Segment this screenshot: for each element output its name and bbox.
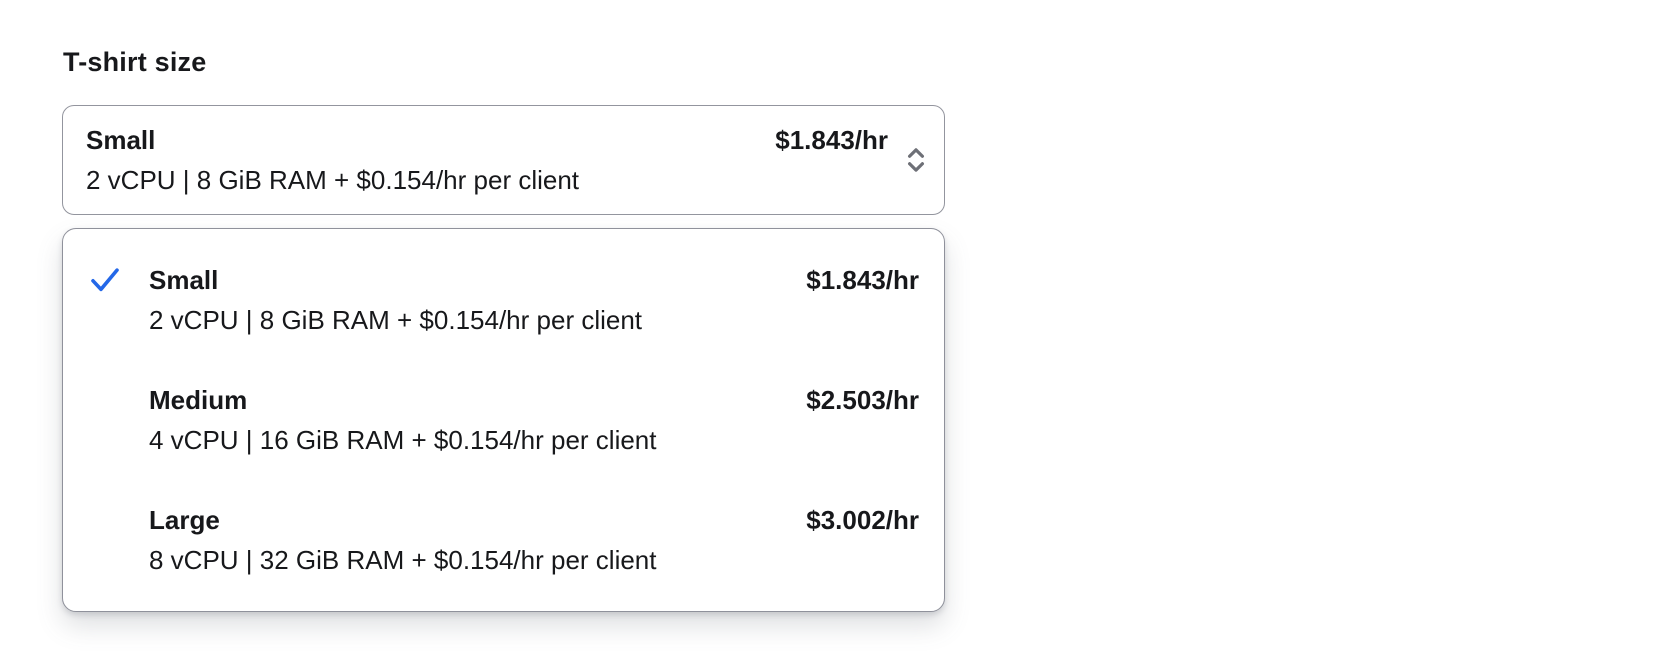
check-icon	[87, 260, 149, 300]
tshirt-size-select[interactable]: Small $1.843/hr 2 vCPU | 8 GiB RAM + $0.…	[62, 105, 945, 215]
option-specs: 4 vCPU | 16 GiB RAM + $0.154/hr per clie…	[149, 425, 657, 455]
select-value-name: Small	[86, 125, 156, 155]
option-price: $3.002/hr	[806, 505, 919, 535]
tshirt-size-dropdown-menu: Small $1.843/hr 2 vCPU | 8 GiB RAM + $0.…	[62, 228, 945, 612]
option-price: $1.843/hr	[806, 265, 919, 295]
option-large[interactable]: Large $3.002/hr 8 vCPU | 32 GiB RAM + $0…	[63, 480, 944, 600]
tshirt-size-label: T-shirt size	[63, 47, 207, 77]
option-name: Medium	[149, 385, 248, 415]
option-name: Small	[149, 265, 219, 295]
option-specs: 8 vCPU | 32 GiB RAM + $0.154/hr per clie…	[149, 545, 657, 575]
chevron-up-down-icon	[905, 144, 927, 176]
select-value-specs: 2 vCPU | 8 GiB RAM + $0.154/hr per clien…	[86, 165, 580, 195]
option-price: $2.503/hr	[806, 385, 919, 415]
select-value-price: $1.843/hr	[775, 125, 888, 155]
option-name: Large	[149, 505, 220, 535]
check-placeholder	[87, 500, 149, 540]
option-medium[interactable]: Medium $2.503/hr 4 vCPU | 16 GiB RAM + $…	[63, 360, 944, 480]
check-placeholder	[87, 380, 149, 420]
option-specs: 2 vCPU | 8 GiB RAM + $0.154/hr per clien…	[149, 305, 643, 335]
option-small[interactable]: Small $1.843/hr 2 vCPU | 8 GiB RAM + $0.…	[63, 240, 944, 360]
select-value: Small $1.843/hr 2 vCPU | 8 GiB RAM + $0.…	[86, 120, 888, 200]
